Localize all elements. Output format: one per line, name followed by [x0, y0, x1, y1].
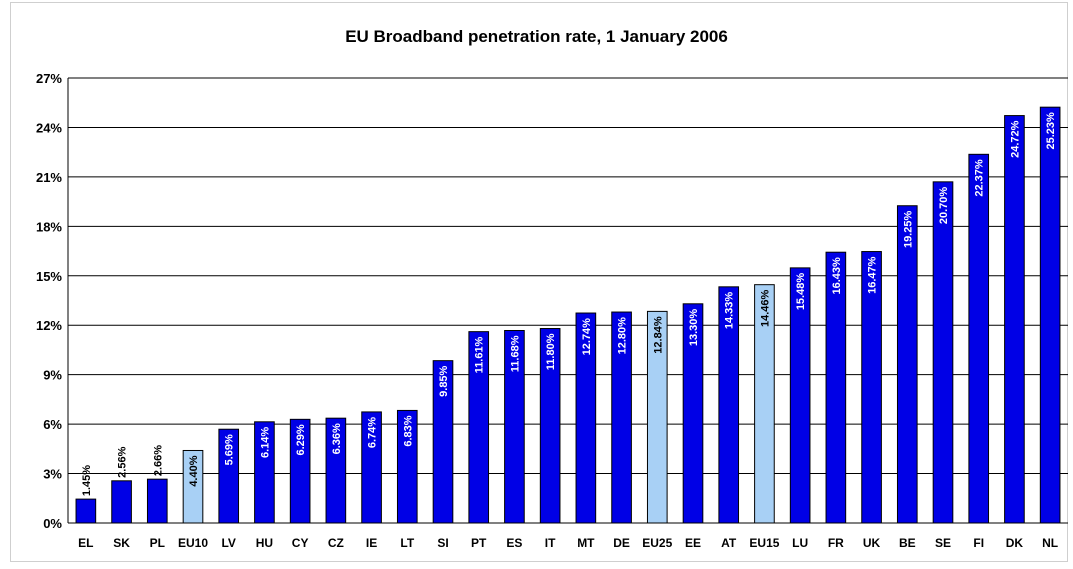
y-tick-label: 3%: [43, 467, 62, 482]
x-tick-label: BE: [899, 536, 916, 550]
x-tick-label: LT: [400, 536, 414, 550]
data-label: 9.85%: [438, 365, 450, 396]
x-tick-label: IE: [366, 536, 377, 550]
data-label: 4.40%: [188, 455, 200, 486]
data-label: 11.68%: [509, 335, 521, 372]
x-tick-label: FR: [828, 536, 844, 550]
data-label: 1.45%: [81, 465, 93, 496]
x-tick-label: MT: [577, 536, 595, 550]
data-label: 2.56%: [117, 446, 129, 477]
bar-fi: [968, 153, 990, 524]
data-label: 25.23%: [1045, 112, 1057, 150]
y-tick-label: 6%: [43, 417, 62, 432]
x-tick-label: PL: [150, 536, 165, 550]
bar-el: [75, 498, 97, 524]
data-label: 2.66%: [152, 445, 164, 476]
y-tick-label: 27%: [36, 71, 62, 86]
data-label: 12.84%: [652, 316, 664, 354]
bar-se: [932, 181, 954, 524]
bar-be: [896, 205, 918, 524]
x-tick-label: EU15: [749, 536, 779, 550]
data-label: 6.14%: [259, 427, 271, 458]
data-label: 13.30%: [688, 309, 700, 347]
x-tick-label: EE: [685, 536, 701, 550]
bar-sk: [111, 480, 132, 524]
x-tick-label: SI: [437, 536, 448, 550]
x-tick-label: SE: [935, 536, 951, 550]
data-label: 20.70%: [938, 187, 950, 225]
data-label: 6.36%: [331, 423, 343, 454]
data-label: 6.83%: [402, 415, 414, 446]
x-tick-label: DE: [613, 536, 630, 550]
y-tick-label: 15%: [36, 269, 62, 284]
x-tick-label: EL: [78, 536, 93, 550]
x-tick-label: LV: [221, 536, 235, 550]
x-tick-label: EU25: [642, 536, 672, 550]
data-label: 16.47%: [867, 256, 879, 294]
x-tick-label: SK: [113, 536, 130, 550]
y-tick-label: 0%: [43, 516, 62, 531]
x-tick-label: DK: [1006, 536, 1024, 550]
data-label: 11.61%: [474, 336, 486, 373]
data-label: 12.80%: [617, 317, 629, 355]
bar-dk: [1004, 115, 1025, 524]
x-tick-label: ES: [506, 536, 522, 550]
data-label: 6.74%: [367, 417, 379, 448]
y-tick-label: 24%: [36, 120, 62, 135]
y-tick-label: 21%: [36, 170, 62, 185]
x-tick-label: IT: [545, 536, 556, 550]
bar-pl: [146, 478, 168, 524]
data-label: 14.46%: [759, 289, 771, 327]
x-tick-label: CY: [292, 536, 309, 550]
x-tick-label: PT: [471, 536, 487, 550]
x-tick-label: NL: [1042, 536, 1058, 550]
x-tick-label: AT: [721, 536, 737, 550]
data-label: 19.25%: [902, 211, 914, 249]
x-tick-label: UK: [863, 536, 881, 550]
x-tick-label: HU: [256, 536, 273, 550]
data-label: 16.43%: [831, 257, 843, 295]
x-tick-label: FI: [973, 536, 984, 550]
y-tick-label: 18%: [36, 219, 62, 234]
data-label: 5.69%: [224, 434, 236, 465]
x-tick-label: CZ: [328, 536, 344, 550]
data-label: 12.74%: [581, 318, 593, 356]
data-label: 15.48%: [795, 273, 807, 311]
data-label: 14.33%: [724, 292, 736, 330]
data-label: 11.80%: [545, 333, 557, 370]
data-label: 22.37%: [974, 159, 986, 197]
data-label: 6.29%: [295, 424, 307, 455]
bar-nl: [1039, 106, 1061, 524]
data-label: 24.72%: [1009, 120, 1021, 158]
chart-title: EU Broadband penetration rate, 1 January…: [345, 27, 728, 46]
y-tick-label: 12%: [36, 318, 62, 333]
y-tick-label: 9%: [43, 368, 62, 383]
x-tick-label: EU10: [178, 536, 208, 550]
x-tick-label: LU: [792, 536, 808, 550]
